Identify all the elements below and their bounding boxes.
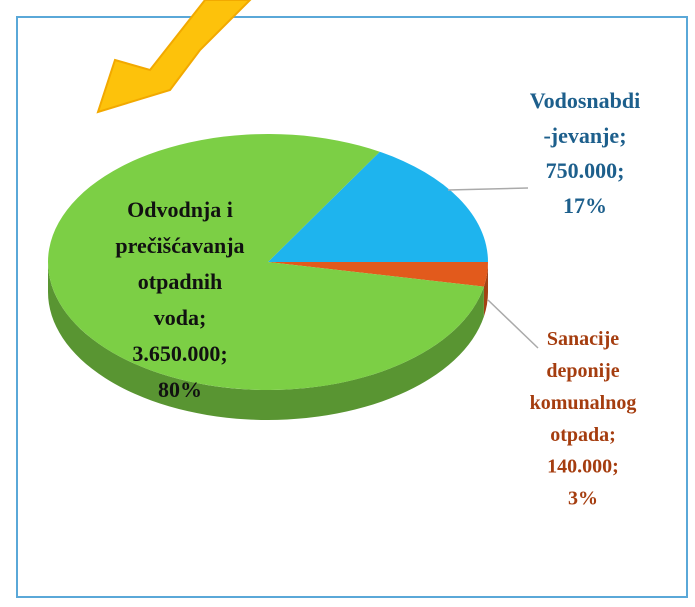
slice <box>268 151 488 262</box>
labels: Odvodnja i prečišćavanja otpadnih voda; 3.65… <box>115 88 640 510</box>
slice-side <box>483 262 488 317</box>
slice <box>48 134 484 390</box>
slice-side <box>48 262 484 421</box>
label-line: komunalnog <box>530 392 637 414</box>
arrow <box>96 0 252 114</box>
pie <box>48 134 488 421</box>
label-line: Odvodnja i <box>127 197 233 222</box>
value-label: 140.000; <box>547 456 619 478</box>
label-line: -jevanje; <box>543 123 626 148</box>
label-line: voda; <box>154 305 207 330</box>
category-label: Odvodnja i prečišćavanja otpadnih voda; <box>115 197 244 330</box>
label-line: otpada; <box>550 424 616 446</box>
percent-label: 17% <box>563 193 607 218</box>
value-label: 3.650.000; <box>132 341 227 366</box>
category-label: Vodosnabdi -jevanje; <box>530 88 640 148</box>
percent-label: 80% <box>158 377 202 402</box>
category-label: Sanacije deponije komunalnog otpada; <box>530 328 637 446</box>
leader-line <box>447 187 529 191</box>
slice <box>268 262 488 287</box>
label-line: prečišćavanja <box>115 233 244 258</box>
label-line: Vodosnabdi <box>530 88 640 113</box>
label-line: deponije <box>546 360 619 382</box>
leader-line <box>487 299 539 349</box>
label-line: otpadnih <box>138 269 222 294</box>
percent-label: 3% <box>568 488 598 510</box>
value-label: 750.000; <box>546 158 625 183</box>
label-line: Sanacije <box>547 328 619 350</box>
